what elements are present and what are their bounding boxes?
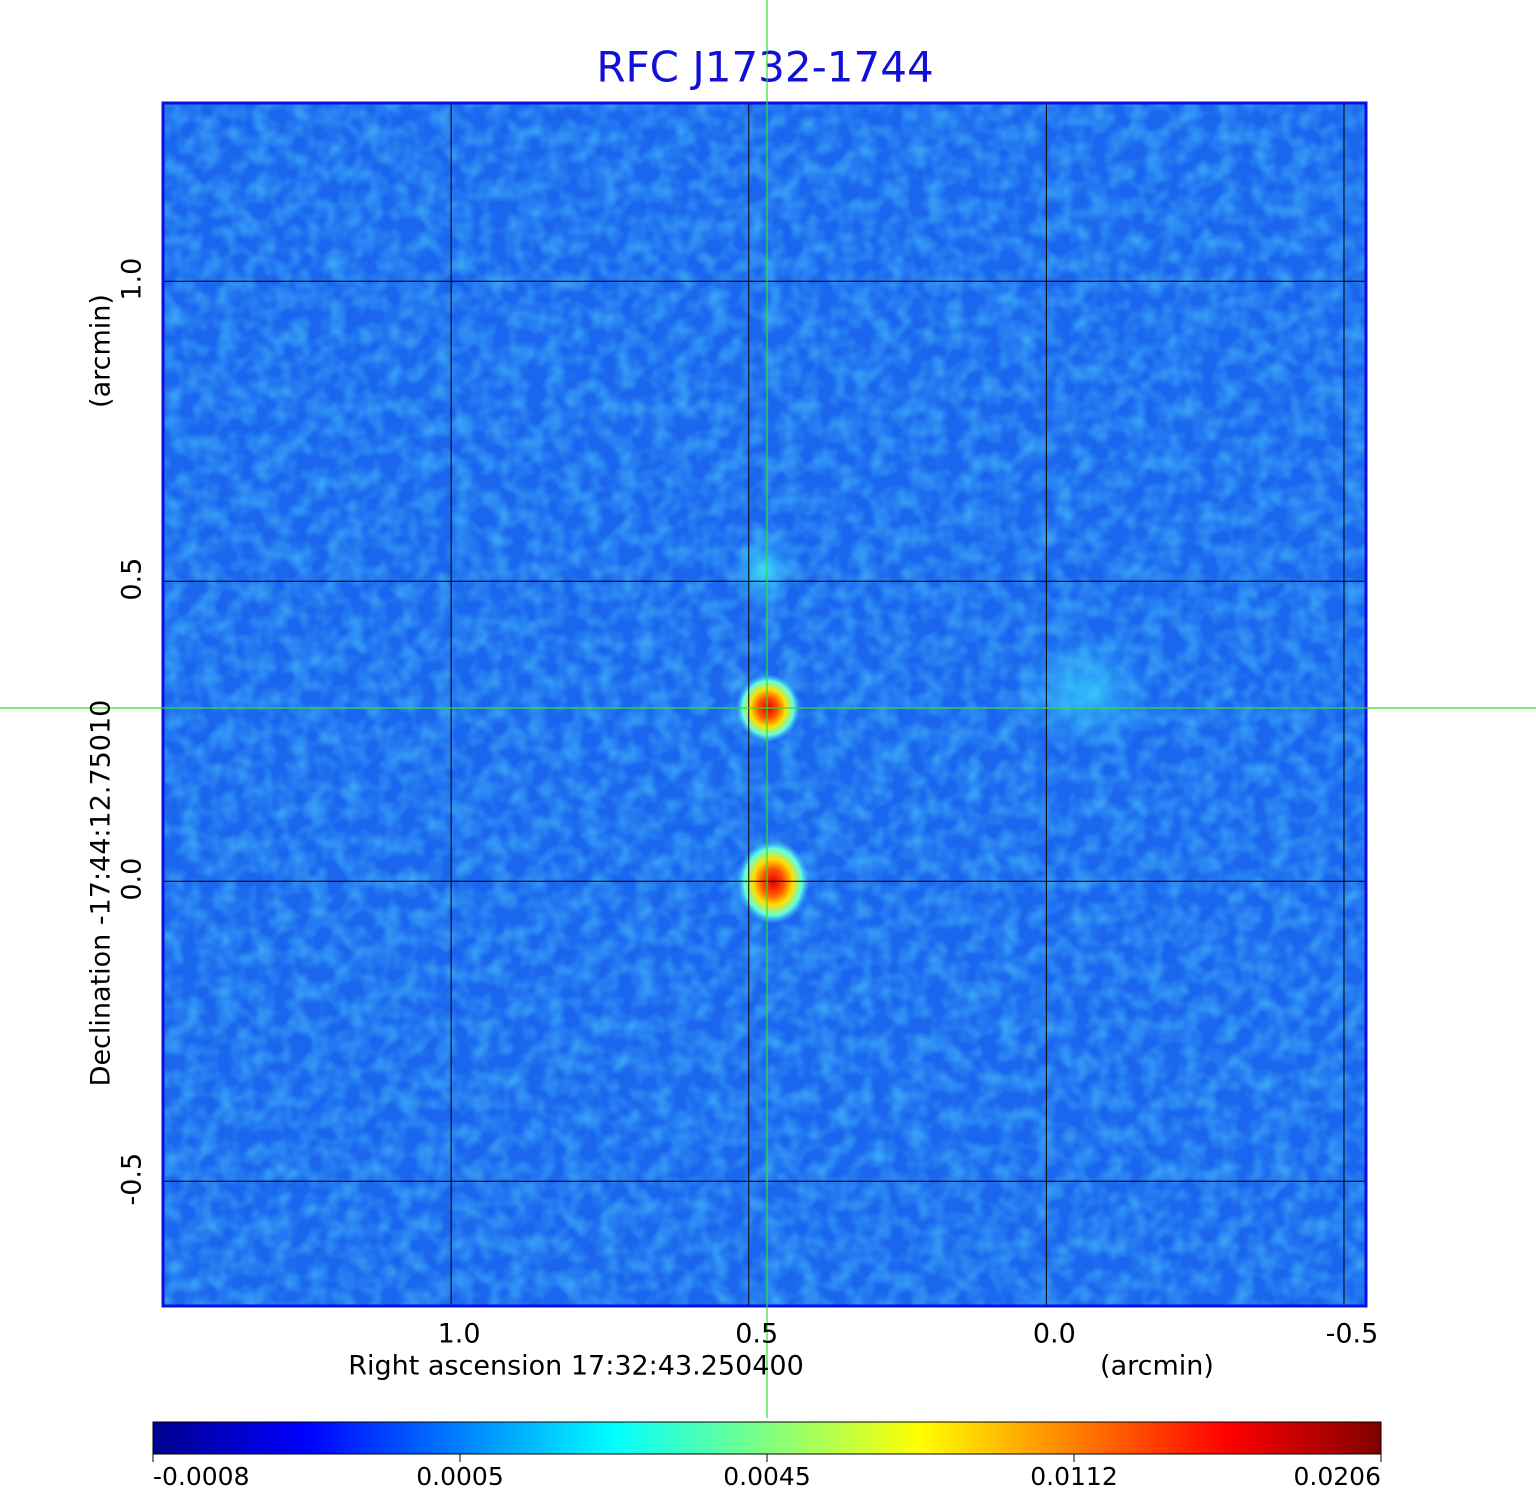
y-tick-label: 0.0 [117, 858, 148, 901]
x-axis-unit: (arcmin) [1100, 1351, 1214, 1382]
image [163, 103, 1366, 1306]
x-axis-label: Right ascension 17:32:43.250400 [348, 1351, 804, 1382]
grid [163, 103, 1366, 1306]
diffuse-emission [1015, 630, 1155, 750]
y-axis-label: Declination -17:44:12.75010 [86, 700, 117, 1087]
plot-frame [161, 101, 1368, 1308]
x-tick-label: 0.0 [1033, 1319, 1076, 1350]
chart-title: RFC J1732-1744 [596, 43, 933, 92]
source-blob [737, 840, 809, 924]
colorbar-tick-label: 0.0112 [1030, 1462, 1117, 1491]
y-tick-label: 1.0 [117, 258, 148, 301]
colorbar-tick-label: -0.0008 [153, 1462, 250, 1491]
source-blob [731, 530, 795, 610]
colorbar [152, 1421, 1382, 1455]
x-tick-label: -0.5 [1326, 1319, 1379, 1350]
x-tick-label: 1.0 [438, 1319, 481, 1350]
x-tick-label: 0.5 [735, 1319, 778, 1350]
colorbar-tick-label: 0.0005 [416, 1462, 503, 1491]
y-tick-label: 0.5 [117, 558, 148, 601]
colorbar-tick-label: 0.0045 [723, 1462, 810, 1491]
y-tick-label: -0.5 [117, 1153, 148, 1206]
colorbar-tick-label: 0.0206 [1294, 1462, 1381, 1491]
y-axis-unit: (arcmin) [86, 294, 117, 408]
